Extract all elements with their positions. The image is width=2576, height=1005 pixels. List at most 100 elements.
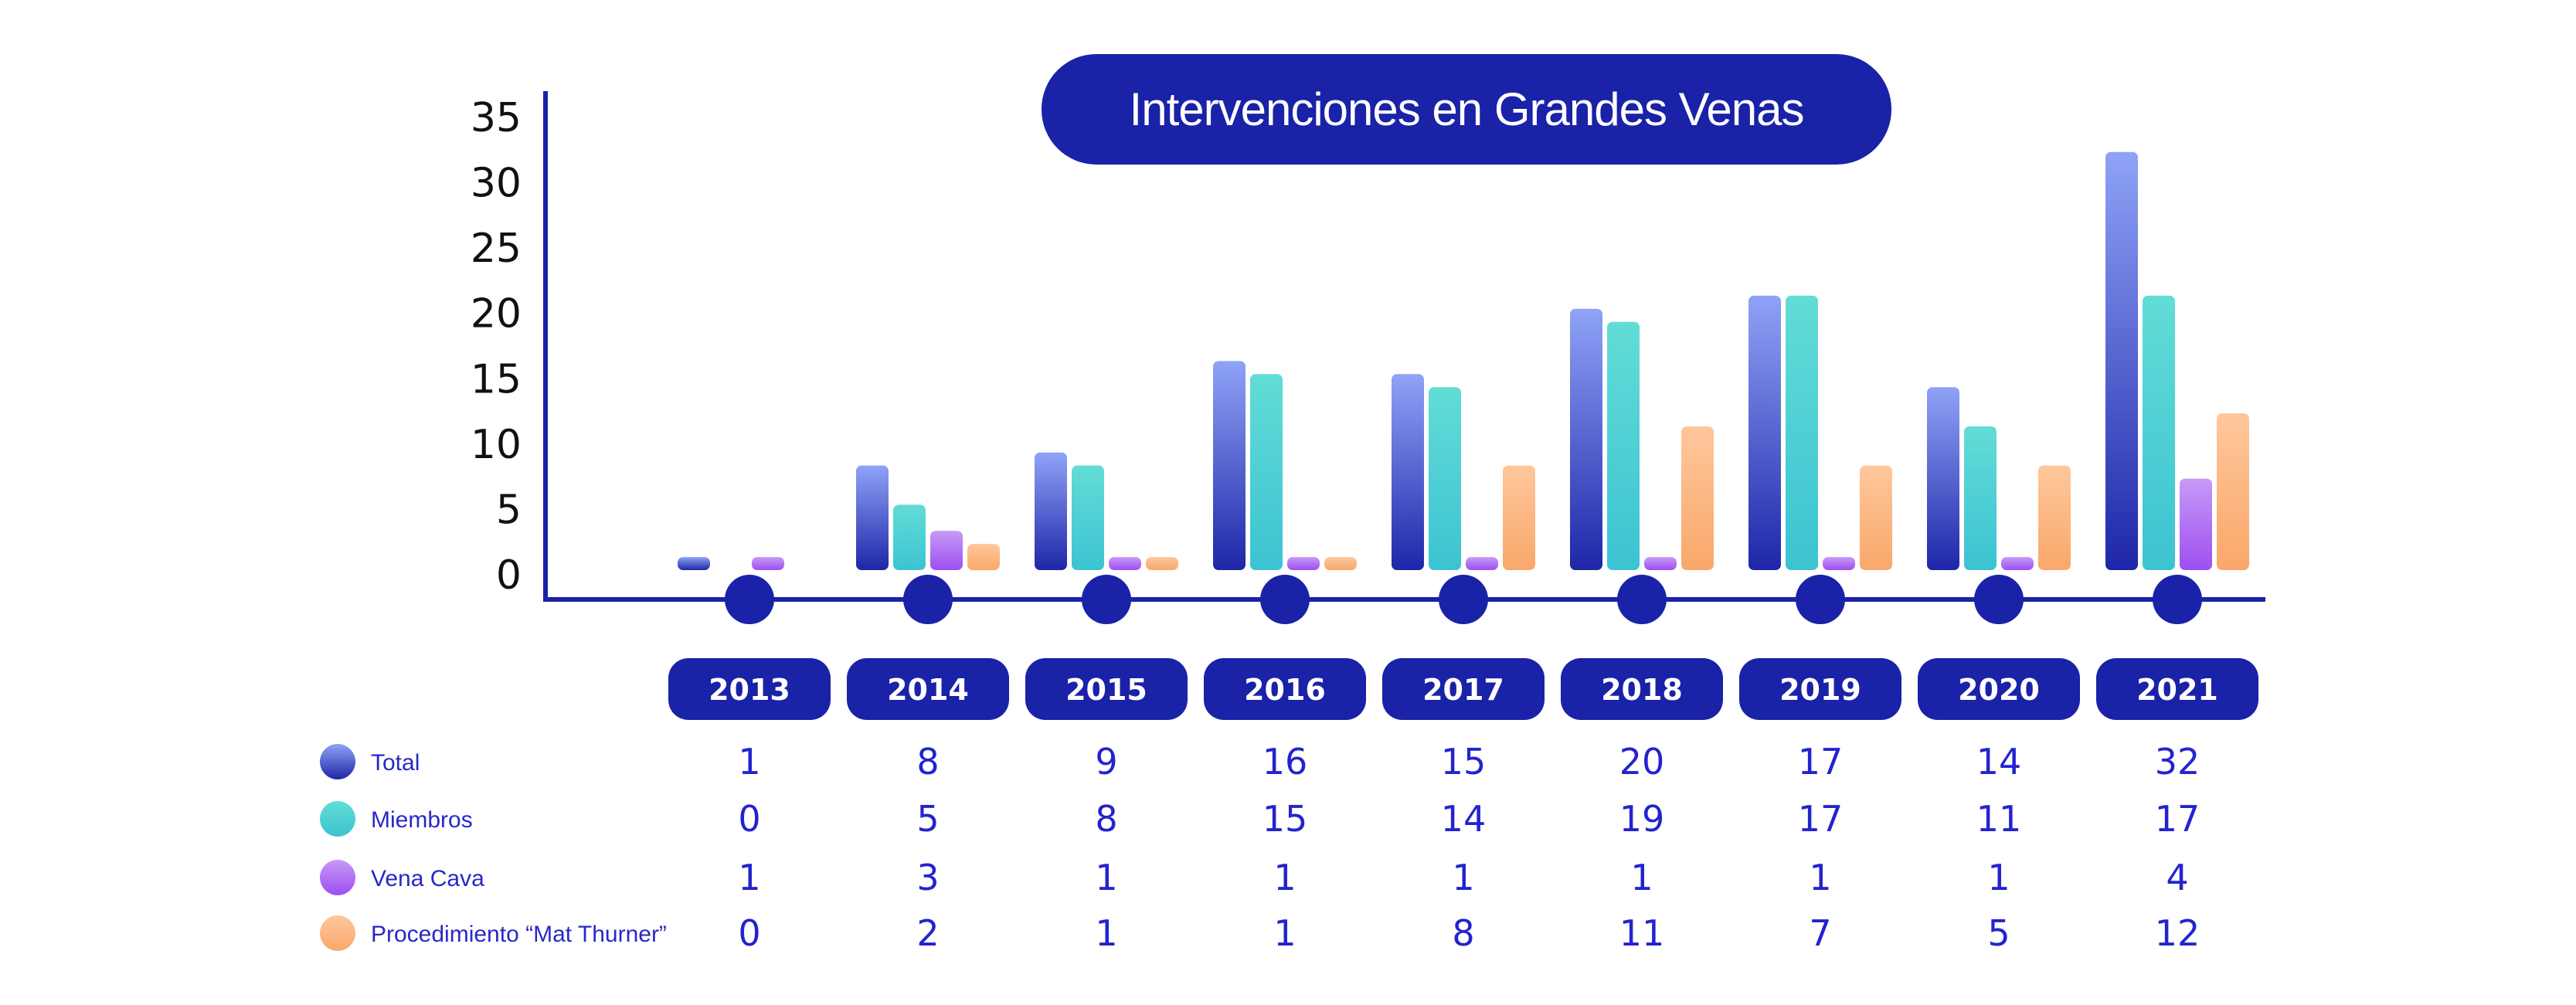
table-value: 1: [1273, 912, 1296, 954]
y-tick-label: 35: [471, 95, 522, 141]
table-value: 1: [1095, 857, 1117, 898]
bar-vena-cava-2020: [2001, 557, 2034, 570]
bar-miembros-2015: [1072, 465, 1104, 570]
bar-procedimiento-mat-thurner--2014: [967, 544, 1000, 570]
bar-vena-cava-2017: [1466, 557, 1498, 570]
bar-miembros-2017: [1429, 387, 1461, 570]
year-label: 2020: [1958, 673, 2040, 707]
table-value: 20: [1619, 741, 1665, 783]
table-value: 8: [916, 741, 939, 783]
table-value: 5: [1987, 912, 2010, 954]
table-value: 1: [1452, 857, 1474, 898]
chart-title: Intervenciones en Grandes Venas: [1130, 83, 1804, 135]
bar-miembros-2018: [1607, 321, 1640, 570]
table-value: 15: [1441, 741, 1487, 783]
year-pill: [1025, 658, 1188, 720]
bar-miembros-2019: [1786, 295, 1818, 570]
bar-miembros-2020: [1964, 426, 1997, 570]
year-label: 2013: [709, 673, 790, 707]
y-tick-label: 25: [471, 226, 522, 272]
bar-total-2015: [1035, 452, 1067, 570]
table-value: 14: [1976, 741, 2022, 783]
table-value: 1: [1809, 857, 1831, 898]
bar-total-2019: [1748, 295, 1781, 570]
timeline-marker: [1260, 575, 1310, 624]
y-tick-label: 10: [471, 422, 522, 468]
y-tick-label: 0: [496, 552, 522, 599]
bar-procedimiento-mat-thurner--2020: [2038, 465, 2071, 570]
bar-vena-cava-2015: [1109, 557, 1141, 570]
year-label: 2015: [1065, 673, 1147, 707]
bar-miembros-2016: [1250, 374, 1283, 570]
timeline-marker: [725, 575, 774, 624]
y-tick-label: 15: [471, 356, 522, 402]
table-value: 8: [1452, 912, 1474, 954]
y-tick-label: 30: [471, 161, 522, 207]
year-label: 2019: [1779, 673, 1861, 707]
bar-vena-cava-2013: [752, 557, 784, 570]
bar-procedimiento-mat-thurner--2015: [1146, 557, 1178, 570]
timeline-marker: [903, 575, 953, 624]
table-value: 1: [1987, 857, 2010, 898]
bar-procedimiento-mat-thurner--2021: [2217, 413, 2249, 570]
bar-total-2018: [1570, 308, 1602, 570]
bar-procedimiento-mat-thurner--2016: [1324, 557, 1357, 570]
year-label: 2018: [1601, 673, 1683, 707]
year-pill: [847, 658, 1009, 720]
table-value: 0: [738, 798, 760, 840]
timeline-marker: [2153, 575, 2202, 624]
bar-vena-cava-2021: [2180, 478, 2212, 570]
timeline-marker: [1439, 575, 1488, 624]
table-value: 11: [1619, 912, 1665, 954]
table-value: 0: [738, 912, 760, 954]
table-value: 1: [738, 857, 760, 898]
table-value: 17: [2155, 798, 2200, 840]
table-value: 16: [1263, 741, 1308, 783]
year-label: 2017: [1422, 673, 1504, 707]
year-pill: [1382, 658, 1545, 720]
legend-label: Miembros: [371, 807, 473, 833]
table-value: 12: [2155, 912, 2200, 954]
table-value: 19: [1619, 798, 1665, 840]
table-value: 8: [1095, 798, 1117, 840]
table-value: 5: [916, 798, 939, 840]
table-value: 9: [1095, 741, 1117, 783]
legend-swatch: [320, 801, 355, 837]
bar-total-2020: [1927, 387, 1959, 570]
y-tick-label: 20: [471, 291, 522, 338]
table-value: 32: [2155, 741, 2200, 783]
bar-total-2021: [2105, 151, 2138, 570]
timeline-marker: [1082, 575, 1131, 624]
chart-title-pill: Intervenciones en Grandes Venas: [1042, 54, 1891, 165]
bar-procedimiento-mat-thurner--2019: [1860, 465, 1892, 570]
table-value: 11: [1976, 798, 2022, 840]
bar-procedimiento-mat-thurner--2018: [1681, 426, 1714, 570]
table-value: 1: [1095, 912, 1117, 954]
table-value: 7: [1809, 912, 1831, 954]
year-pill: [1739, 658, 1901, 720]
table-value: 17: [1798, 798, 1844, 840]
bar-total-2016: [1213, 361, 1246, 570]
table-value: 1: [1273, 857, 1296, 898]
legend-swatch: [320, 860, 355, 895]
bar-vena-cava-2018: [1644, 557, 1677, 570]
year-pill: [2096, 658, 2258, 720]
bar-total-2014: [856, 465, 889, 570]
year-pill: [1204, 658, 1366, 720]
bar-vena-cava-2019: [1823, 557, 1855, 570]
year-label: 2016: [1244, 673, 1326, 707]
year-label: 2014: [887, 673, 969, 707]
table-value: 1: [738, 741, 760, 783]
legend-label: Total: [371, 750, 420, 776]
bar-miembros-2021: [2143, 295, 2175, 570]
timeline-marker: [1796, 575, 1845, 624]
y-tick-label: 5: [496, 487, 522, 533]
year-pill: [1918, 658, 2080, 720]
table-value: 15: [1263, 798, 1308, 840]
timeline-marker: [1617, 575, 1667, 624]
table-value: 4: [2166, 857, 2188, 898]
table-value: 2: [916, 912, 939, 954]
legend-swatch: [320, 915, 355, 951]
table-value: 1: [1630, 857, 1653, 898]
